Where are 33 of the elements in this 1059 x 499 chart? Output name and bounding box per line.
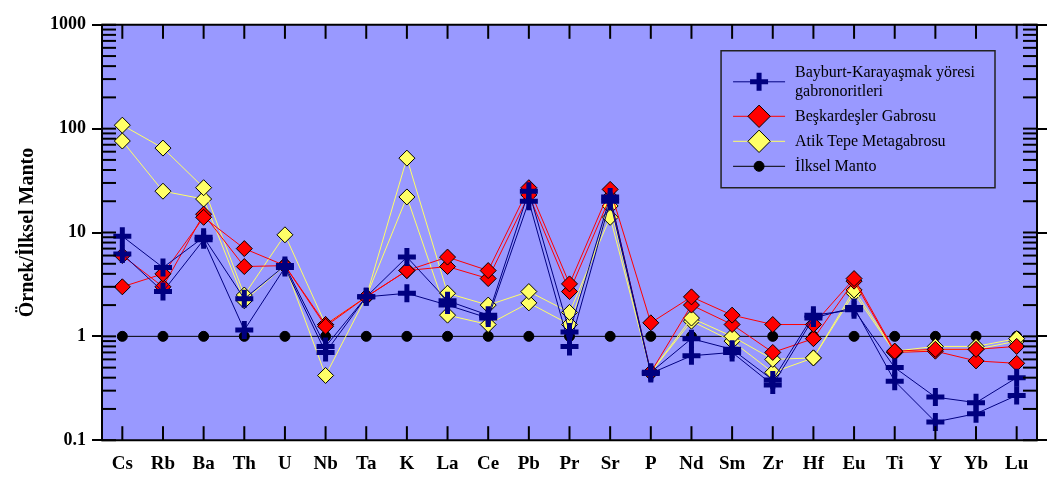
x-tick-label: Ba [192,451,216,473]
legend-label: Beşkardeşler Gabrosu [795,106,936,125]
legend-label: İlksel Manto [795,156,877,174]
x-tick-label: U [278,451,293,473]
x-tick-label: Hf [802,451,825,473]
x-tick-label: Nd [679,451,705,473]
x-tick-label: Sm [718,451,746,473]
x-tick-label: Lu [1005,451,1029,473]
x-tick-label: P [645,451,657,473]
x-tick-label: Nb [313,451,338,473]
y-tick-label: 100 [59,117,86,138]
y-tick-label: 0.1 [63,428,86,449]
x-tick-label: Pr [559,451,581,473]
x-tick-label: Zr [762,451,784,473]
x-tick-label: Eu [842,451,867,473]
x-tick-label: La [436,451,460,473]
y-axis-title: Örnek/İlksel Manto [14,147,38,318]
x-tick-label: Th [232,451,257,473]
x-tick-label: Sr [600,451,621,473]
x-tick-label: Ti [885,451,904,473]
x-tick-label: Cs [111,451,133,473]
x-tick-label: Ta [356,451,377,473]
x-tick-label: Pb [517,451,540,473]
legend-label: Bayburt-Karayaşmak yöresi gabronoritleri [795,62,976,100]
x-tick-label: Y [928,451,943,473]
x-tick-label: Rb [150,451,176,473]
y-tick-label: 10 [68,221,86,242]
x-tick-label: K [399,451,415,473]
y-tick-label: 1 [77,325,86,346]
y-tick-label: 1000 [50,13,86,34]
legend-label: Atik Tepe Metagabrosu [795,131,946,150]
x-tick-label: Ce [477,451,500,473]
x-tick-label: Yb [963,451,989,473]
